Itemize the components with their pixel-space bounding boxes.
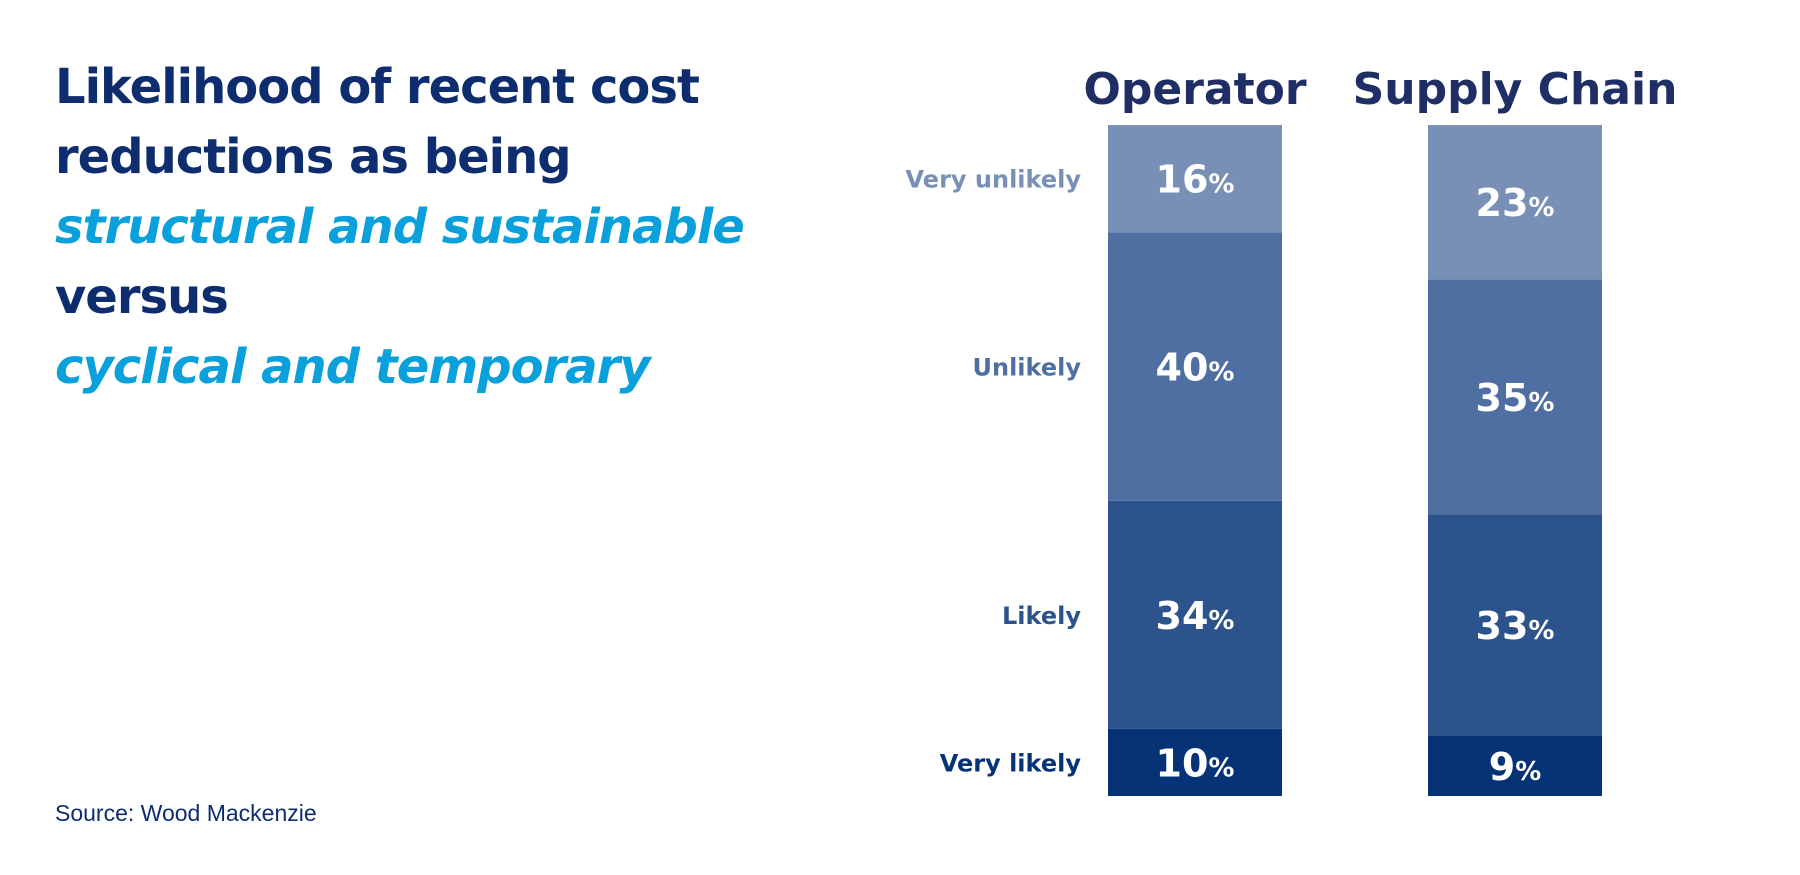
source-note: Source: Wood Mackenzie <box>55 800 317 826</box>
chart-title: Likelihood of recent cost reductions as … <box>55 52 745 402</box>
title-line: versus <box>55 269 229 325</box>
category-header: Operator <box>1083 64 1306 115</box>
bar-segment <box>1108 232 1282 501</box>
bar-segment <box>1428 735 1602 796</box>
bar-segment <box>1428 279 1602 515</box>
series-label: Very likely <box>940 749 1082 777</box>
bar-segment <box>1108 125 1282 233</box>
bar-segment <box>1108 500 1282 729</box>
bar-segment <box>1428 125 1602 280</box>
bar-segment <box>1108 728 1282 796</box>
series-label: Likely <box>1002 602 1081 630</box>
title-line: reductions as being <box>55 129 572 185</box>
title-highlight: structural and sustainable <box>55 199 745 255</box>
data-label: 16% <box>1156 158 1235 202</box>
series-label: Very unlikely <box>906 166 1082 194</box>
category-header: Supply Chain <box>1353 64 1678 115</box>
title-highlight: cyclical and temporary <box>55 339 651 395</box>
series-label: Unlikely <box>973 354 1082 382</box>
bar-segment <box>1428 514 1602 736</box>
title-line: Likelihood of recent cost <box>55 59 700 115</box>
